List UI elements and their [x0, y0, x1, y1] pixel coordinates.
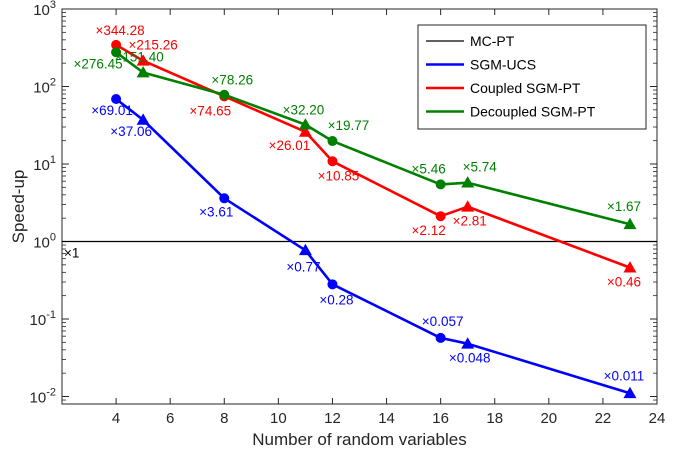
- data-label: ×3.61: [199, 204, 233, 219]
- point-marker-circle: [111, 39, 122, 50]
- axes-frame: [61, 8, 658, 405]
- x-tick-label: 24: [649, 410, 666, 427]
- data-label: ×26.01: [269, 138, 311, 153]
- y-tick-label: 101: [33, 154, 56, 174]
- x-tick-label: 10: [270, 410, 287, 427]
- x-tick-label: 20: [540, 410, 557, 427]
- data-label: ×1.67: [607, 199, 641, 214]
- point-marker-circle: [327, 136, 338, 147]
- x-tick-label: 22: [595, 410, 612, 427]
- point-marker-triangle: [136, 54, 150, 66]
- y-tick-label: 10-1: [30, 309, 56, 329]
- point-marker-circle: [435, 179, 446, 190]
- point-marker-triangle: [461, 337, 475, 349]
- data-label: ×2.12: [412, 223, 446, 238]
- point-marker-triangle: [298, 243, 312, 256]
- legend-label: SGM-UCS: [470, 57, 536, 73]
- data-label: ×215.26: [129, 38, 178, 53]
- x-tick-label: 4: [112, 410, 120, 427]
- point-marker-circle: [111, 47, 122, 58]
- point-marker-circle: [435, 211, 446, 222]
- point-marker-triangle: [298, 125, 312, 137]
- data-label: ×37.06: [110, 124, 152, 139]
- data-label-mc-pt: ×1: [64, 245, 79, 260]
- data-label: ×276.45: [73, 56, 122, 71]
- data-label: ×32.20: [283, 103, 325, 118]
- axis-ticks: 4 6 8 10 12 14 16 18 20 22 24 10-2 10-1 100 101 102 103: [30, 0, 666, 427]
- point-marker-triangle: [461, 176, 475, 188]
- data-label: ×0.057: [422, 314, 464, 329]
- point-marker-triangle: [298, 118, 312, 130]
- data-label: ×69.01: [91, 103, 133, 118]
- x-tick-label: 12: [324, 410, 341, 427]
- x-axis-title: Number of random variables: [252, 430, 466, 449]
- data-label: ×78.26: [211, 73, 253, 88]
- point-marker-circle: [219, 89, 230, 100]
- data-label: ×0.77: [286, 259, 320, 274]
- legend-label: Decoupled SGM-PT: [470, 104, 596, 120]
- legend-label: Coupled SGM-PT: [470, 80, 581, 96]
- series-line: [115, 97, 631, 395]
- data-label: ×5.74: [463, 160, 498, 175]
- point-marker-triangle: [623, 261, 637, 273]
- data-label: ×0.048: [449, 351, 491, 366]
- data-label: ×344.28: [95, 23, 144, 38]
- y-tick-label: 102: [33, 76, 56, 96]
- point-marker-circle: [435, 332, 446, 343]
- y-tick-label: 103: [33, 0, 56, 19]
- data-label: ×74.65: [189, 103, 231, 118]
- x-tick-label: 18: [486, 410, 503, 427]
- point-marker-circle: [327, 279, 338, 290]
- data-label: ×0.28: [319, 292, 353, 307]
- point-marker-circle: [111, 93, 122, 104]
- data-label: ×5.46: [412, 161, 446, 176]
- point-marker-triangle: [136, 113, 150, 125]
- y-axis-title: Speed-up: [9, 170, 28, 244]
- point-marker-circle: [219, 193, 230, 204]
- point-marker-triangle: [623, 217, 637, 230]
- x-tick-label: 14: [378, 410, 395, 427]
- point-marker-circle: [327, 156, 338, 167]
- data-label: ×0.011: [604, 368, 645, 383]
- series-line: [115, 51, 631, 226]
- point-marker-triangle: [136, 66, 150, 78]
- legend: MC-PT SGM-UCS Coupled SGM-PT Decoupled SGM-…: [417, 24, 647, 130]
- y-tick-label: 10-2: [30, 386, 56, 406]
- point-marker-triangle: [623, 386, 637, 399]
- plot-area: [61, 8, 658, 405]
- x-tick-label: 16: [432, 410, 449, 427]
- data-label: ×0.46: [607, 275, 641, 290]
- data-label: ×19.77: [328, 118, 370, 133]
- x-tick-label: 6: [166, 410, 174, 427]
- data-label: ×2.81: [453, 214, 487, 229]
- x-tick-label: 8: [220, 410, 228, 427]
- data-label: ×10.85: [318, 168, 360, 183]
- data-label: ×151.40: [115, 50, 164, 65]
- data-labels: ×1 ×69.01 ×37.06 ×3.61 ×0.77 ×0.28 ×0.057 ×0.04…: [64, 23, 644, 383]
- legend-label: MC-PT: [470, 33, 515, 49]
- y-tick-label: 100: [33, 231, 56, 251]
- point-marker-triangle: [461, 200, 475, 212]
- series-group: [62, 39, 657, 399]
